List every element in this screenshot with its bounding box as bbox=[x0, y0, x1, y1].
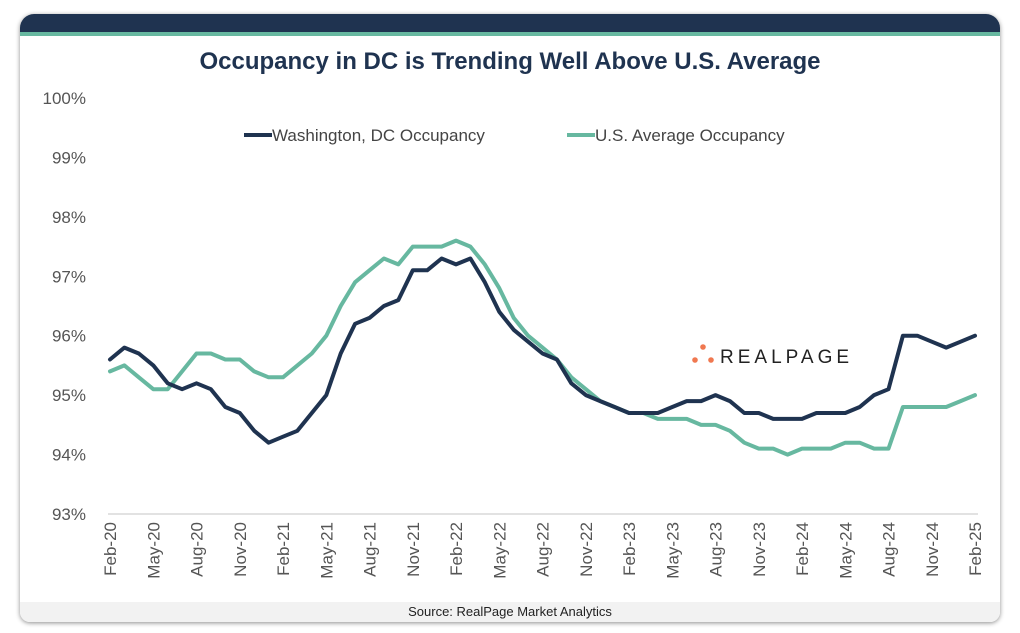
x-tick-label: Aug-22 bbox=[534, 522, 553, 577]
x-tick-label: Feb-23 bbox=[620, 522, 639, 576]
legend: Washington, DC Occupancy U.S. Average Oc… bbox=[244, 126, 785, 145]
x-tick-label: Aug-21 bbox=[361, 522, 380, 577]
y-tick-label: 100% bbox=[43, 89, 86, 108]
x-tick-label: Aug-23 bbox=[707, 522, 726, 577]
y-tick-label: 95% bbox=[52, 386, 86, 405]
x-tick-label: Nov-24 bbox=[923, 522, 942, 577]
x-tick-label: Feb-20 bbox=[101, 522, 120, 576]
logo-dot bbox=[708, 357, 714, 363]
x-tick-label: May-23 bbox=[663, 522, 682, 579]
x-tick-label: Nov-23 bbox=[750, 522, 769, 577]
series-line-dc bbox=[108, 256, 977, 445]
x-tick-label: May-24 bbox=[836, 522, 855, 579]
x-tick-label: Feb-25 bbox=[966, 522, 985, 576]
y-tick-label: 96% bbox=[52, 327, 86, 346]
y-tick-label: 99% bbox=[52, 148, 86, 167]
chart-card: Occupancy in DC is Trending Well Above U… bbox=[20, 14, 1000, 622]
chart-title: Occupancy in DC is Trending Well Above U… bbox=[199, 48, 821, 75]
x-tick-label: May-21 bbox=[317, 522, 336, 579]
source-note: Source: RealPage Market Analytics bbox=[20, 602, 1000, 622]
y-tick-label: 97% bbox=[52, 267, 86, 286]
x-tick-label: Nov-20 bbox=[231, 522, 250, 577]
logo-text: REALPAGE bbox=[720, 347, 853, 368]
x-tick-label: Nov-22 bbox=[577, 522, 596, 577]
realpage-logo: REALPAGE bbox=[692, 344, 853, 368]
x-tick-label: Feb-24 bbox=[793, 522, 812, 576]
x-tick-label: Feb-21 bbox=[274, 522, 293, 576]
legend-label-dc: Washington, DC Occupancy bbox=[272, 126, 485, 145]
x-tick-label: Aug-20 bbox=[188, 522, 207, 577]
header-bar bbox=[20, 14, 1000, 32]
x-tick-label: Aug-24 bbox=[880, 522, 899, 577]
y-tick-label: 98% bbox=[52, 208, 86, 227]
y-tick-label: 94% bbox=[52, 446, 86, 465]
logo-dot bbox=[692, 357, 698, 363]
x-tick-label: May-22 bbox=[490, 522, 509, 579]
header-accent-line bbox=[20, 32, 1000, 36]
x-tick-label: Nov-21 bbox=[404, 522, 423, 577]
logo-dot bbox=[700, 344, 706, 350]
x-tick-label: May-20 bbox=[144, 522, 163, 579]
y-tick-label: 93% bbox=[52, 505, 86, 524]
x-tick-label: Feb-22 bbox=[447, 522, 466, 576]
legend-label-us: U.S. Average Occupancy bbox=[595, 126, 785, 145]
